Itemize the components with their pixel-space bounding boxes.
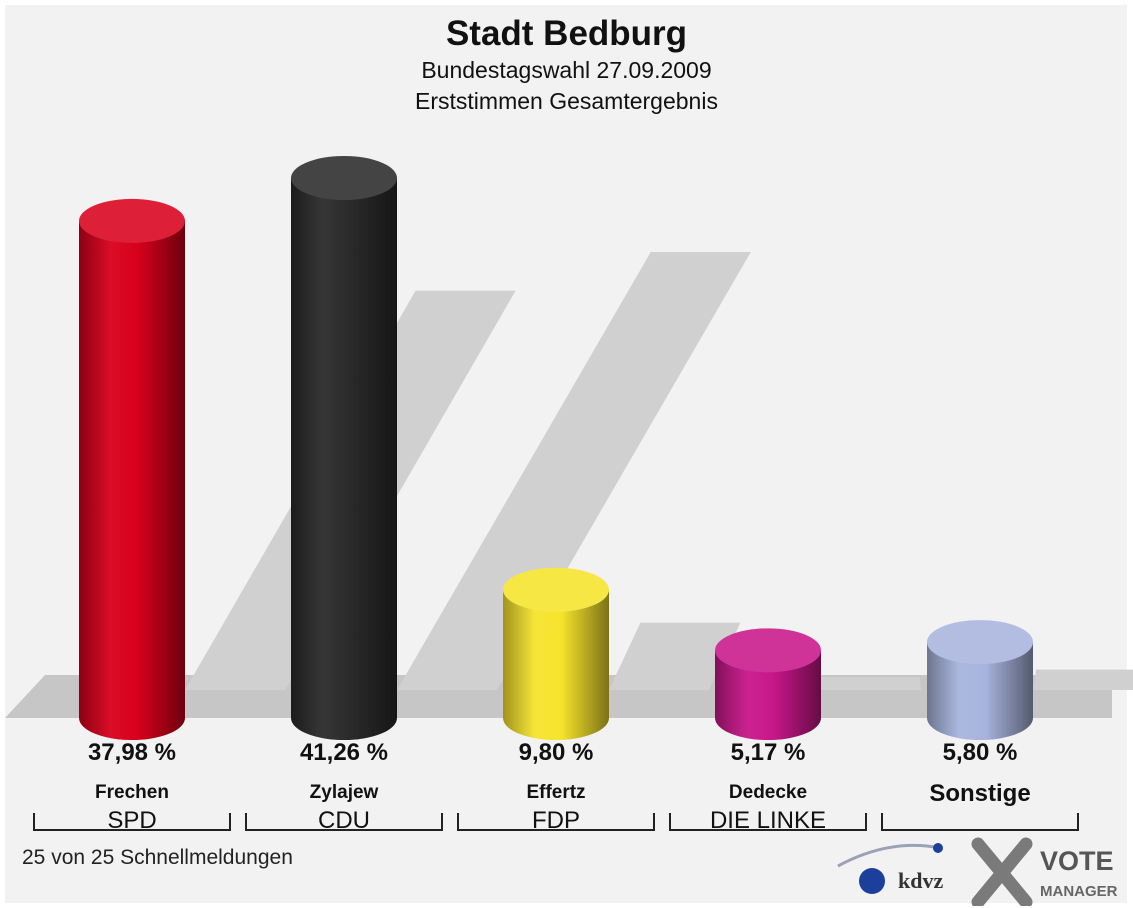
value-label: 9,80 %: [519, 739, 594, 766]
category-bracket: [881, 813, 1079, 831]
bar-cdu: [291, 178, 397, 740]
bar-fdp: [503, 589, 609, 740]
bar-top: [79, 198, 185, 243]
candidate-label: Dedecke: [729, 782, 807, 803]
chart-subtitle: Bundestagswahl 27.09.2009: [421, 57, 712, 83]
candidate-label: Frechen: [95, 782, 169, 803]
footer-text: 25 von 25 Schnellmeldungen: [22, 846, 293, 869]
bar-top: [927, 620, 1033, 665]
bar-top: [291, 156, 397, 200]
category-bracket: [245, 813, 443, 831]
chart-subtitle-2: Erststimmen Gesamtergebnis: [415, 88, 718, 114]
candidate-label: Zylajew: [310, 782, 379, 803]
bar-top: [715, 628, 821, 673]
svg-text:VOTE: VOTE: [1040, 846, 1114, 876]
bar-shadow: [1033, 669, 1133, 690]
category-bracket: [457, 813, 655, 831]
bar-shadow: [609, 622, 741, 690]
bar-die-linke: [715, 650, 821, 740]
category-bracket: [669, 813, 867, 831]
value-label: 5,17 %: [731, 739, 806, 766]
chart-title: Stadt Bedburg: [445, 14, 688, 53]
candidate-label: Sonstige: [929, 780, 1030, 807]
bar-shadow: [397, 252, 751, 690]
bar-spd: [79, 220, 185, 740]
candidate-label: Effertz: [526, 782, 585, 803]
title-block: Stadt Bedburg Bundestagswahl 27.09.2009 …: [0, 14, 1133, 116]
value-label: 41,26 %: [300, 739, 388, 766]
value-label: 37,98 %: [88, 739, 176, 766]
svg-text:MANAGER: MANAGER: [1040, 883, 1118, 900]
category-bracket: [33, 813, 231, 831]
bar-top: [503, 567, 609, 612]
bar-sonstige: [927, 642, 1033, 740]
bar-shadow: [819, 677, 921, 690]
value-label: 5,80 %: [943, 739, 1018, 766]
svg-text:kdvz: kdvz: [898, 868, 943, 893]
vote-manager-logo: kdvz VOTE MANAGER: [837, 837, 1118, 906]
